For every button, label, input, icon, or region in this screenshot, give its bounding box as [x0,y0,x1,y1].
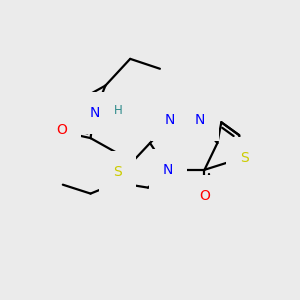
Text: O: O [56,123,67,137]
Text: S: S [240,151,248,165]
Text: N: N [163,163,173,177]
Text: S: S [113,165,122,179]
Text: N: N [165,113,175,127]
Text: N: N [89,106,100,120]
Text: O: O [199,189,210,202]
Text: H: H [114,104,123,117]
Text: N: N [194,113,205,127]
